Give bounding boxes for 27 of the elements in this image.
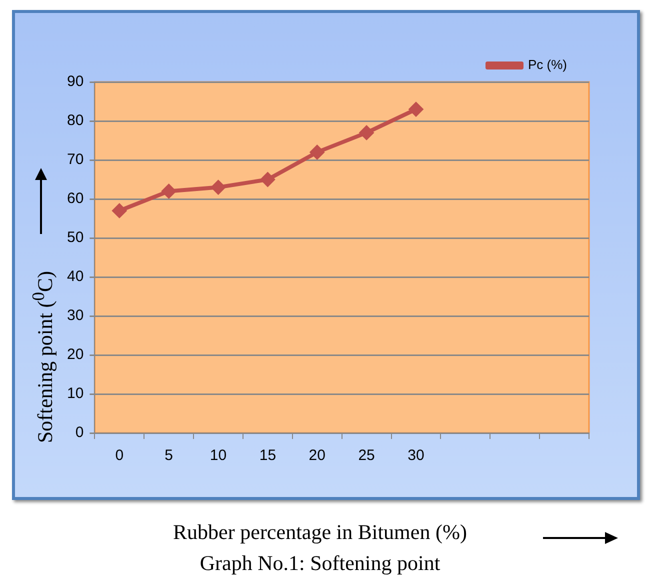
x-tick-label: 10 xyxy=(210,447,227,464)
y-tick-label: 30 xyxy=(66,307,84,324)
text: Graph No.1: Softening point xyxy=(198,551,442,576)
point xyxy=(260,172,276,187)
x-tick-label: 5 xyxy=(164,447,174,464)
x-tick-label: 20 xyxy=(308,447,326,464)
x-tick-label: 15 xyxy=(259,447,276,464)
point xyxy=(310,144,325,160)
x-tick-label: 30 xyxy=(408,447,424,464)
y-tick-label: 60 xyxy=(66,190,84,208)
legend-label: Pc (%) xyxy=(528,57,567,72)
y-tick-label: 80 xyxy=(66,112,84,130)
y-tick-label: 0 xyxy=(75,424,84,442)
y-tick-label: 10 xyxy=(66,385,84,402)
point xyxy=(210,180,226,195)
point xyxy=(161,184,176,199)
y-tick-label: 50 xyxy=(66,229,84,246)
x-tick-label: 25 xyxy=(358,447,375,464)
x-axis-title: Rubber percentage in Bitumen (%) xyxy=(172,520,468,545)
x-tick-label: 0 xyxy=(115,447,124,464)
point xyxy=(408,102,424,117)
y-tick-label: 90 xyxy=(66,73,84,90)
y-tick-label: 20 xyxy=(66,346,84,364)
y-tick-label: 40 xyxy=(66,268,84,286)
y-tick-label: 70 xyxy=(66,151,84,168)
point xyxy=(359,125,374,140)
point xyxy=(112,203,127,218)
